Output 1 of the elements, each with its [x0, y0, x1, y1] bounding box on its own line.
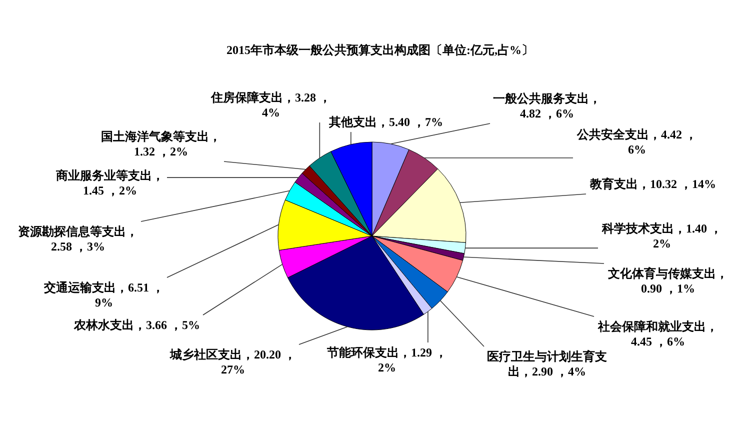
title: 2015年市本级一般公共预算支出构成图〔单位:亿元,占%〕 — [226, 43, 534, 57]
